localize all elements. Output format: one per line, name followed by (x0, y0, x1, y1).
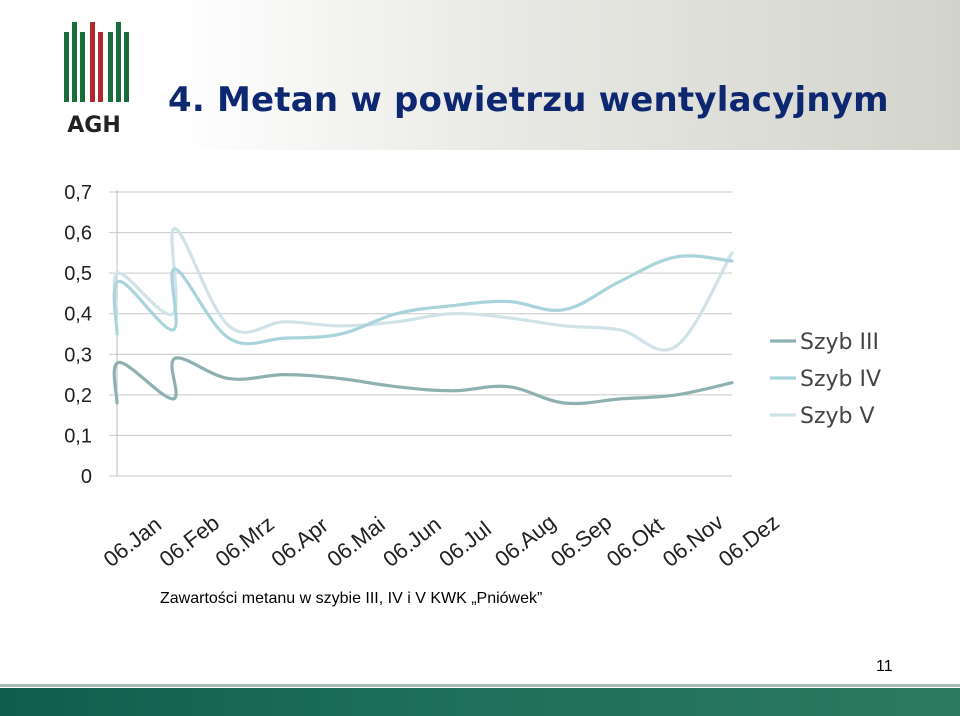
slide-title: 4. Metan w powietrzu wentylacyjnym (168, 80, 889, 120)
footer-bar (0, 688, 960, 716)
y-tick-label: 0,4 (64, 304, 92, 326)
x-tick-label: 06.Apr (266, 512, 332, 572)
series-line-szyb-iv (112, 254, 734, 346)
y-tick-label: 0,5 (64, 263, 92, 285)
y-tick-label: 0,2 (64, 385, 92, 407)
x-tick-label: 06.Jun (378, 512, 445, 572)
x-tick-label: 06.Mrz (211, 511, 279, 572)
y-tick-label: 0,6 (64, 223, 92, 245)
legend-label: Szyb III (800, 330, 879, 355)
series-line-szyb-v (112, 226, 734, 352)
x-tick-label: 06.Okt (602, 512, 668, 572)
x-tick-label: 06.Jul (434, 516, 496, 572)
legend-label: Szyb IV (800, 367, 881, 392)
x-tick-label: 06.Sep (546, 509, 616, 572)
x-tick-label: 06.Jan (99, 512, 166, 572)
page-number: 11 (876, 658, 893, 675)
y-tick-label: 0,1 (64, 425, 92, 447)
x-tick-label: 06.Nov (658, 509, 728, 572)
legend-label: Szyb V (800, 404, 875, 429)
logo-text: AGH (67, 113, 121, 138)
footer-divider (0, 684, 960, 687)
chart-caption: Zawartości metanu w szybie III, IV i V K… (160, 590, 543, 607)
agh-logo: AGH (64, 22, 129, 138)
slide-header: AGH 4. Metan w powietrzu wentylacyjnym (0, 0, 960, 150)
series-line-szyb-iii (112, 356, 734, 406)
y-tick-label: 0,3 (64, 344, 92, 366)
y-tick-label: 0,7 (64, 182, 92, 204)
x-tick-label: 06.Aug (490, 509, 560, 572)
x-tick-label: 06.Feb (155, 510, 224, 572)
methane-line-chart: 0 0,1 0,2 0,3 0,4 0,5 0,6 0,7 06.Jan06.Feb06.Mrz… (64, 182, 881, 572)
x-tick-label: 06.Dez (714, 509, 784, 572)
y-tick-label: 0 (81, 466, 92, 488)
x-tick-label: 06.Mai (322, 512, 389, 572)
